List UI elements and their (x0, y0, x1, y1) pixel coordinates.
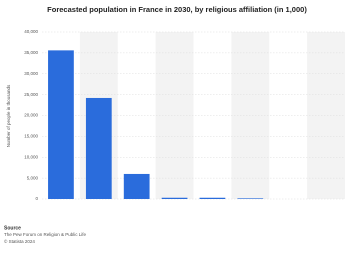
bar (48, 50, 74, 200)
y-tick-label: 25,000 (24, 92, 38, 97)
y-tick-label: 20,000 (24, 113, 38, 118)
y-tick-label: 15,000 (24, 134, 38, 139)
y-tick-label: 40,000 (24, 29, 38, 34)
y-tick-label: 35,000 (24, 50, 38, 55)
bar (237, 198, 264, 199)
y-axis-title: Number of people in thousands (6, 84, 11, 147)
chart-title: Forecasted population in France in 2030,… (47, 5, 307, 14)
source: The Pew Forum on Religion & Public Life (4, 232, 87, 237)
copyright: © Statista 2024 (4, 238, 35, 244)
y-tick-label: 5,000 (27, 175, 39, 180)
bar (199, 197, 226, 199)
bar (85, 97, 112, 199)
y-tick-label: 0 (35, 196, 38, 201)
y-tick-label: 10,000 (24, 154, 38, 159)
y-tick-label: 30,000 (24, 71, 38, 76)
source-heading: Source (4, 225, 21, 231)
bar (123, 173, 150, 199)
bar (161, 197, 188, 199)
